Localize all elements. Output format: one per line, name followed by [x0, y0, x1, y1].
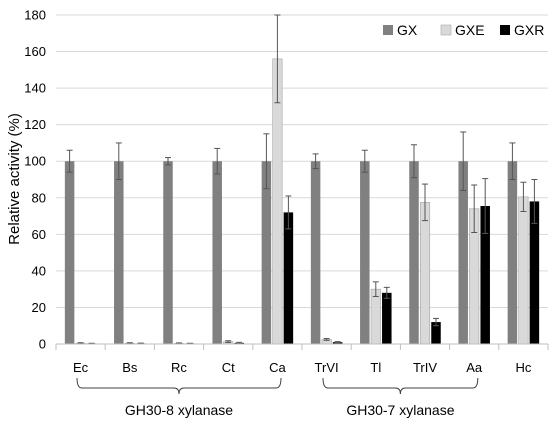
error-bar	[274, 14, 281, 104]
category-label: Ct	[222, 360, 235, 375]
group-brace	[76, 377, 282, 395]
error-bar	[323, 338, 330, 341]
bar-gx-rc	[163, 161, 173, 344]
bar-gx-trvi	[310, 161, 321, 344]
error-bar	[422, 183, 428, 222]
bar-gx-triv	[409, 161, 419, 344]
legend-item-gx: GX	[383, 22, 418, 38]
bar-gxr-ca	[283, 212, 294, 344]
category-label: TrIV	[413, 360, 437, 375]
bar-gxe-triv	[419, 202, 431, 345]
bar-gx-hc	[507, 161, 518, 344]
bars	[64, 58, 540, 345]
category-label: TrVI	[315, 360, 339, 375]
bar-gx-ct	[212, 161, 222, 344]
y-tick-labels: 0 20 40 60 80 100 120 140 160 180	[24, 8, 46, 352]
error-bar	[383, 286, 390, 299]
bar-gxr-aa	[480, 206, 490, 344]
legend-item-gxr: GXR	[500, 22, 544, 38]
error-bar	[411, 144, 417, 179]
bar-gx-bs	[114, 161, 124, 344]
error-bar	[361, 149, 368, 173]
error-bar	[509, 142, 516, 180]
error-bar	[334, 341, 341, 344]
error-bar	[482, 178, 489, 234]
group-label: GH30-8 xylanase	[125, 402, 233, 418]
error-bar	[115, 142, 122, 180]
category-labels: Ec Bs Rc Ct Ca TrVI Tl TrIV Aa Hc	[73, 360, 532, 375]
error-bar	[460, 131, 467, 191]
error-bar	[285, 195, 292, 230]
gridlines	[56, 14, 548, 308]
error-bar	[225, 340, 232, 344]
legend-label: GXR	[514, 22, 544, 38]
category-groups: GH30-8 xylanase GH30-7 xylanase	[76, 377, 479, 418]
category-label: Ca	[269, 360, 286, 375]
y-tick-label: 100	[24, 154, 46, 169]
category-group: GH30-8 xylanase	[76, 377, 282, 418]
category-label: Hc	[515, 360, 531, 375]
category-label: Tl	[370, 360, 381, 375]
error-bar	[520, 181, 527, 212]
error-bar	[433, 317, 439, 327]
error-bar	[263, 133, 270, 190]
y-tick-label: 0	[39, 337, 46, 352]
bar-gx-ec	[64, 161, 75, 344]
error-bar	[531, 179, 538, 224]
y-tick-label: 40	[32, 263, 46, 278]
bar-gx-ca	[261, 161, 272, 344]
error-bar	[312, 153, 319, 170]
axes	[55, 343, 549, 350]
category-label: Aa	[466, 360, 483, 375]
bar-gxe-hc	[518, 196, 529, 345]
category-label: Bs	[122, 360, 138, 375]
error-bar	[66, 149, 73, 173]
error-bar	[165, 157, 171, 166]
category-label: Ec	[73, 360, 89, 375]
group-label: GH30-7 xylanase	[346, 402, 454, 418]
error-bar	[214, 147, 221, 175]
y-tick-label: 160	[24, 44, 46, 59]
y-tick-label: 60	[32, 227, 46, 242]
error-bar	[236, 341, 243, 344]
group-brace	[322, 377, 479, 395]
bar-gxr-tl	[382, 292, 392, 344]
y-tick-label: 20	[32, 300, 46, 315]
legend-item-gxe: GXE	[440, 22, 485, 38]
bar-gxe-tl	[370, 288, 381, 345]
y-axis-title: Relative activity (%)	[6, 113, 23, 245]
legend-label: GXE	[455, 22, 485, 38]
legend-swatch	[440, 24, 452, 36]
legend: GX GXE GXR	[383, 22, 544, 38]
bar-gxr-triv	[431, 322, 441, 344]
legend-swatch	[383, 25, 393, 35]
bar-gx-tl	[360, 161, 370, 344]
y-tick-label: 140	[24, 81, 46, 96]
error-bar	[372, 281, 379, 297]
legend-swatch	[500, 25, 510, 35]
bar-gx-aa	[458, 161, 468, 344]
bar-gxr-hc	[529, 201, 540, 344]
error-bar	[471, 184, 478, 234]
y-tick-label: 180	[24, 8, 46, 23]
category-label: Rc	[171, 360, 187, 375]
legend-label: GX	[397, 22, 418, 38]
y-tick-label: 120	[24, 117, 46, 132]
category-group: GH30-7 xylanase	[322, 377, 479, 418]
y-tick-label: 80	[32, 190, 46, 205]
